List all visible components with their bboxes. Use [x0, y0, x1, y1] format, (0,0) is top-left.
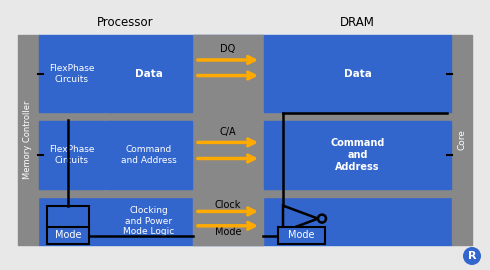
- Text: Mode: Mode: [55, 231, 81, 241]
- Text: FlexPhase
Circuits: FlexPhase Circuits: [49, 64, 94, 84]
- Polygon shape: [283, 205, 318, 232]
- Text: Mode: Mode: [288, 231, 315, 241]
- Bar: [193, 35, 263, 245]
- Text: Data: Data: [343, 69, 371, 79]
- Text: Command
and Address: Command and Address: [121, 145, 177, 165]
- Bar: [39, 36, 104, 112]
- Text: Data: Data: [135, 69, 163, 79]
- Bar: [47, 227, 89, 244]
- Bar: [264, 36, 451, 112]
- Text: R: R: [468, 251, 476, 261]
- Text: DRAM: DRAM: [340, 16, 375, 29]
- Text: Memory Controller: Memory Controller: [24, 101, 32, 179]
- Text: Mode: Mode: [215, 227, 241, 237]
- Text: PLL: PLL: [59, 212, 76, 222]
- Bar: [38, 113, 452, 120]
- Text: FlexPhase
Circuits: FlexPhase Circuits: [49, 145, 94, 165]
- Bar: [106, 36, 192, 112]
- Text: DQ: DQ: [220, 44, 236, 54]
- Bar: [38, 190, 452, 197]
- Bar: [18, 35, 38, 245]
- Bar: [47, 206, 89, 228]
- Bar: [38, 35, 452, 245]
- Text: Core: Core: [458, 130, 466, 150]
- Text: Processor: Processor: [97, 16, 154, 29]
- Bar: [278, 227, 325, 244]
- Circle shape: [318, 215, 326, 222]
- Text: Command
and
Address: Command and Address: [330, 139, 385, 172]
- Circle shape: [463, 247, 481, 265]
- Text: Clocking
and Power
Mode Logic: Clocking and Power Mode Logic: [123, 206, 174, 236]
- Text: C/A: C/A: [220, 127, 236, 137]
- Text: Clock: Clock: [215, 200, 241, 210]
- Bar: [452, 35, 472, 245]
- Bar: [39, 121, 104, 189]
- Bar: [106, 121, 192, 189]
- Bar: [264, 121, 451, 189]
